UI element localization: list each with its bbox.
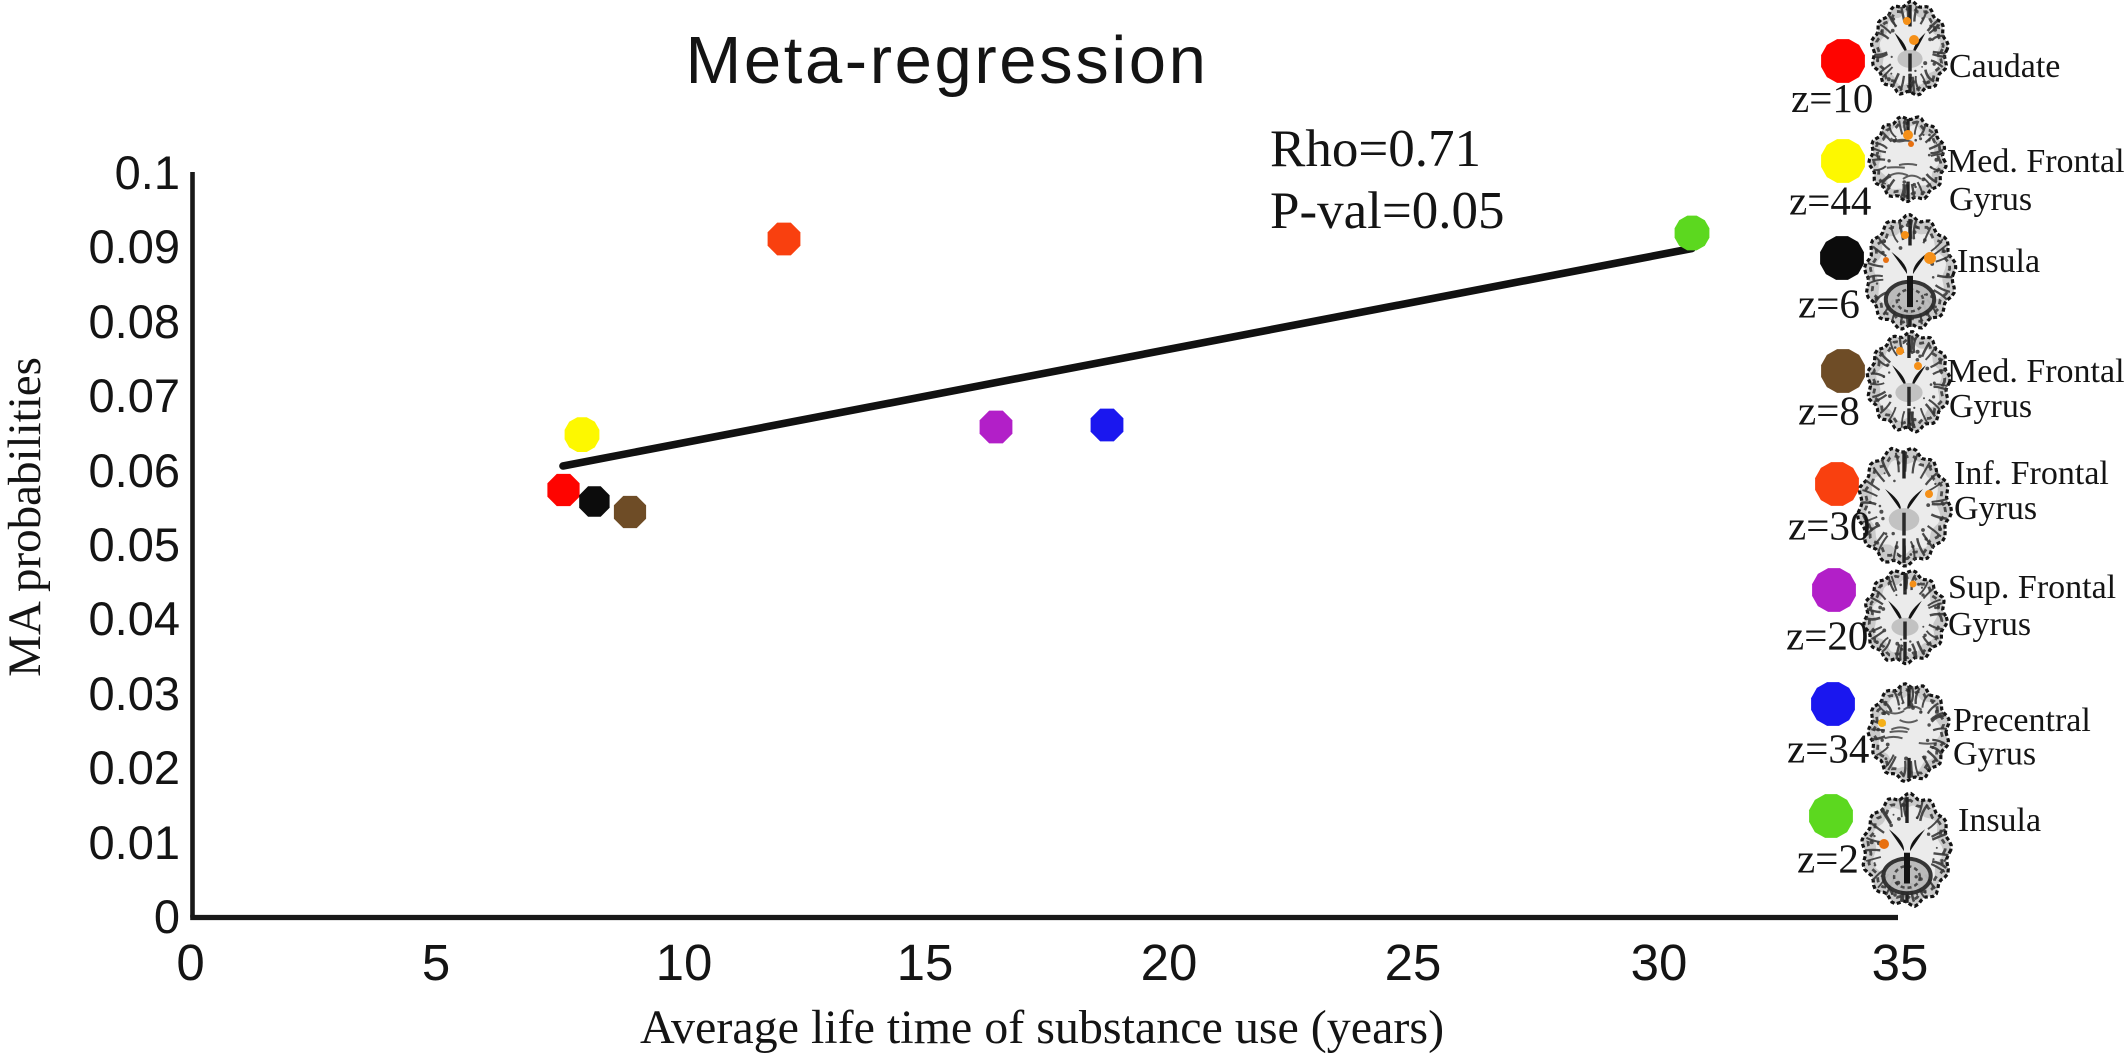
svg-text:0.05: 0.05 <box>89 518 180 571</box>
svg-text:Sup. Frontal: Sup. Frontal <box>1948 569 2116 606</box>
svg-text:25: 25 <box>1385 934 1442 991</box>
svg-text:Med. Frontal: Med. Frontal <box>1947 353 2125 390</box>
svg-text:z=8: z=8 <box>1798 388 1860 434</box>
svg-text:Insula: Insula <box>1958 802 2041 839</box>
svg-text:z=20: z=20 <box>1786 613 1868 659</box>
svg-text:Rho=0.71: Rho=0.71 <box>1270 120 1481 178</box>
svg-text:z=30: z=30 <box>1788 503 1870 549</box>
svg-text:z=44: z=44 <box>1789 178 1871 224</box>
svg-text:Gyrus: Gyrus <box>1953 736 2036 773</box>
svg-text:Meta-regression: Meta-regression <box>685 23 1208 98</box>
svg-text:P-val=0.05: P-val=0.05 <box>1270 182 1505 240</box>
svg-text:0.1: 0.1 <box>115 146 180 199</box>
svg-text:Med. Frontal: Med. Frontal <box>1947 143 2125 180</box>
svg-text:Gyrus: Gyrus <box>1954 490 2037 527</box>
svg-text:0.06: 0.06 <box>89 444 180 497</box>
svg-text:z=34: z=34 <box>1787 726 1869 772</box>
svg-text:0.09: 0.09 <box>89 220 180 273</box>
svg-text:30: 30 <box>1631 934 1688 991</box>
svg-text:Insula: Insula <box>1957 243 2040 280</box>
svg-text:0.08: 0.08 <box>89 295 180 348</box>
svg-text:z=10: z=10 <box>1791 75 1873 121</box>
svg-text:z=6: z=6 <box>1798 281 1860 327</box>
svg-text:15: 15 <box>897 934 954 991</box>
svg-text:Gyrus: Gyrus <box>1949 181 2032 218</box>
svg-text:5: 5 <box>422 934 450 991</box>
svg-text:0.03: 0.03 <box>89 667 180 720</box>
svg-text:0.02: 0.02 <box>89 741 180 794</box>
svg-text:0.04: 0.04 <box>89 592 180 645</box>
svg-text:0.01: 0.01 <box>89 816 180 869</box>
svg-text:0: 0 <box>154 890 180 943</box>
svg-text:MA probabilities: MA probabilities <box>0 357 51 677</box>
svg-text:35: 35 <box>1872 934 1929 991</box>
svg-text:z=2: z=2 <box>1797 836 1859 882</box>
svg-text:Caudate: Caudate <box>1949 48 2060 85</box>
svg-text:10: 10 <box>656 934 713 991</box>
svg-text:20: 20 <box>1141 934 1198 991</box>
svg-text:0.07: 0.07 <box>89 369 180 422</box>
svg-text:Gyrus: Gyrus <box>1948 606 2031 643</box>
svg-text:Gyrus: Gyrus <box>1949 388 2032 425</box>
svg-text:0: 0 <box>176 934 204 991</box>
svg-text:Inf. Frontal: Inf. Frontal <box>1954 455 2109 492</box>
svg-text:Precentral: Precentral <box>1953 702 2091 739</box>
svg-text:Average life time of substance: Average life time of substance use (year… <box>640 1001 1444 1054</box>
